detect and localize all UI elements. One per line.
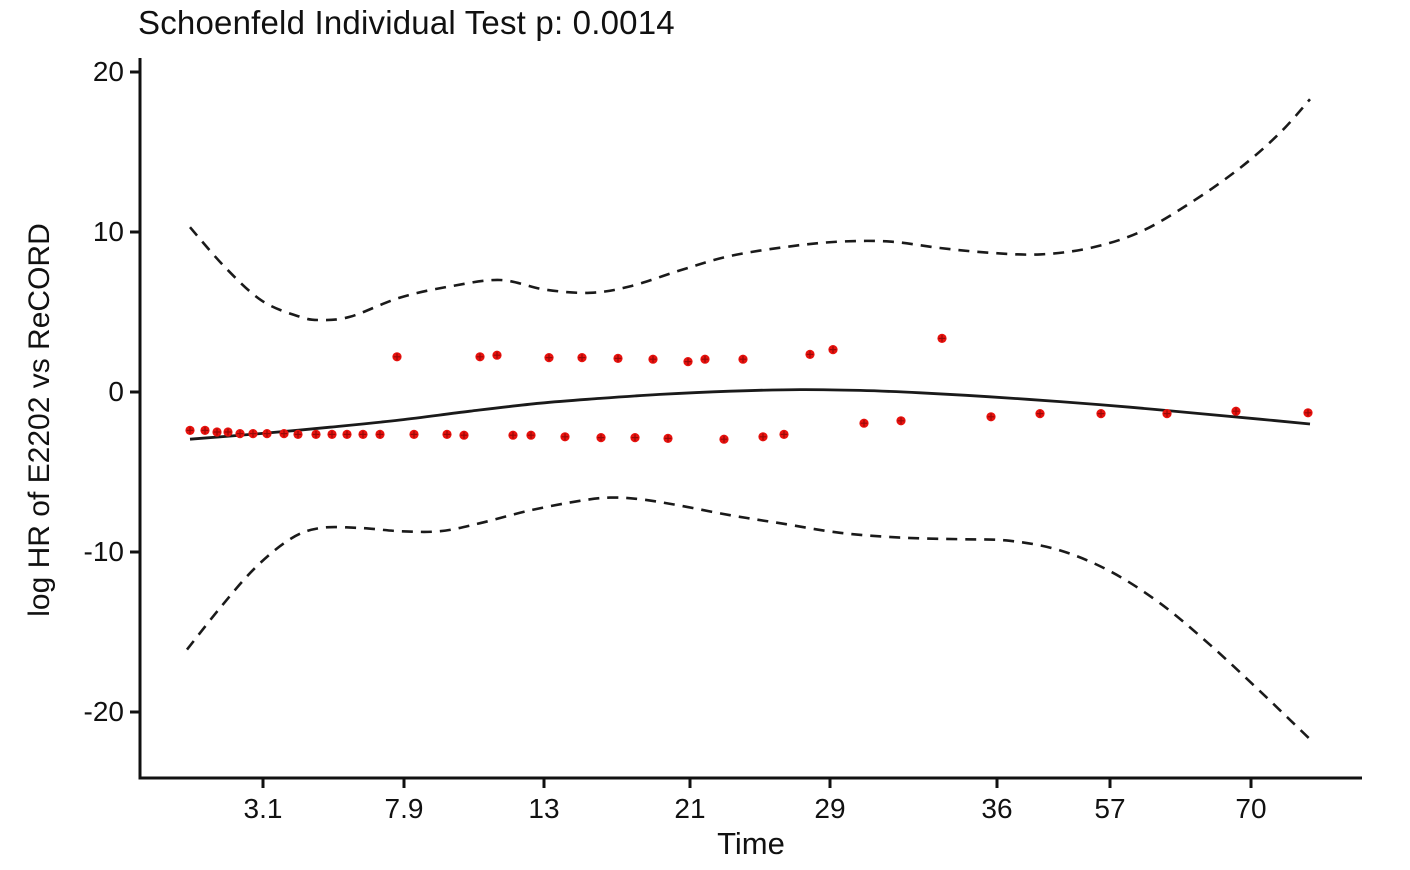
residual-point-cross (1036, 410, 1044, 417)
residual-point-cross (443, 431, 451, 438)
residual-point-cross (1304, 409, 1312, 417)
x-tick-label: 3.1 (244, 793, 283, 824)
x-axis-label: Time (717, 826, 785, 861)
residual-point-cross (860, 419, 868, 427)
residual-point-cross (343, 431, 351, 438)
residual-point-cross (186, 427, 194, 434)
residual-point-cross (263, 430, 271, 437)
x-tick-label: 70 (1235, 793, 1266, 824)
residual-point-cross (294, 431, 302, 438)
residual-point-cross (578, 354, 586, 361)
residual-point-cross (509, 431, 517, 439)
residual-point-cross (806, 351, 814, 358)
residual-point-cross (614, 355, 622, 362)
x-tick-label: 21 (674, 793, 705, 824)
residual-point-cross (249, 430, 257, 437)
y-tick-label: -10 (84, 536, 124, 567)
ci-upper-curve (189, 98, 1311, 322)
x-tick-label: 13 (528, 793, 559, 824)
residual-point-cross (312, 431, 320, 438)
residual-point-cross (328, 431, 336, 438)
residual-point-cross (280, 430, 288, 437)
residual-point-cross (460, 431, 468, 439)
residual-point-cross (701, 355, 709, 363)
smooth-estimate-line (189, 388, 1311, 441)
residual-point-cross (1232, 407, 1240, 415)
y-tick-label: 0 (108, 376, 124, 407)
residual-point-cross (684, 358, 692, 365)
residual-point-cross (201, 427, 209, 434)
residual-point-cross (476, 353, 484, 361)
residual-point-cross (545, 354, 553, 361)
residual-point-cross (739, 355, 747, 363)
residual-point-cross (664, 435, 672, 442)
x-tick-label: 57 (1094, 793, 1125, 824)
residual-point-cross (376, 431, 384, 438)
residual-point-cross (649, 355, 657, 363)
residual-point-cross (527, 431, 535, 439)
residual-point-cross (493, 351, 501, 359)
residual-point-cross (410, 431, 418, 438)
residual-point-cross (938, 335, 946, 342)
residual-point-cross (359, 431, 367, 438)
x-tick-label: 36 (981, 793, 1012, 824)
y-tick-label: 20 (93, 56, 124, 87)
residual-point-cross (236, 430, 244, 437)
y-tick-label: 10 (93, 216, 124, 247)
residual-point-cross (224, 428, 232, 436)
residual-point-cross (597, 434, 605, 441)
residual-point-cross (829, 346, 837, 353)
residual-point-cross (1163, 410, 1171, 417)
chart-title: Schoenfeld Individual Test p: 0.0014 (138, 4, 675, 41)
y-tick-label: -20 (84, 696, 124, 727)
residual-point-cross (987, 413, 995, 421)
residual-point-cross (720, 435, 728, 443)
residual-point-cross (780, 431, 788, 438)
residual-point-cross (1097, 410, 1105, 417)
x-tick-label: 29 (814, 793, 845, 824)
residual-point-cross (561, 433, 569, 441)
residual-point-cross (631, 434, 639, 441)
residual-point-cross (213, 428, 221, 436)
residual-point-cross (897, 417, 905, 425)
ci-lower-curve (185, 496, 1311, 741)
residual-point-cross (759, 433, 767, 441)
x-tick-label: 7.9 (385, 793, 424, 824)
residual-point-cross (393, 353, 401, 361)
